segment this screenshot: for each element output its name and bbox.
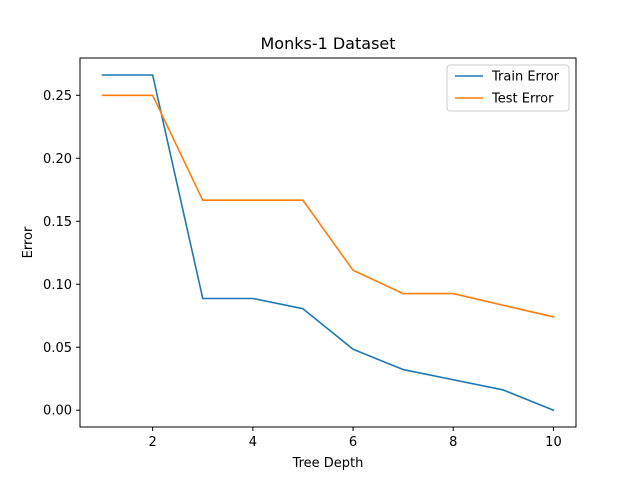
y-tick-label: 0.20	[43, 152, 72, 167]
series-line-test-error	[101, 94, 555, 318]
series-line-train-error	[101, 74, 555, 412]
y-tick-label: 0.25	[43, 89, 72, 104]
series-layer	[101, 74, 555, 412]
y-axis: 0.00 0.05 0.10 0.15 0.20 0.25	[43, 89, 80, 419]
x-tick-label: 10	[545, 435, 562, 450]
plot-area-frame	[79, 57, 577, 428]
x-tick-label: 6	[349, 435, 357, 450]
chart-title: Monks-1 Dataset	[260, 34, 395, 53]
legend-label-test-error: Test Error	[491, 92, 554, 107]
x-axis-label: Tree Depth	[292, 456, 364, 471]
y-tick-label: 0.00	[43, 404, 72, 419]
y-tick-label: 0.15	[43, 215, 72, 230]
x-tick-label: 2	[149, 435, 157, 450]
x-axis: 2 4 6 8 10	[149, 427, 562, 450]
y-axis-label: Error	[21, 226, 36, 258]
y-tick-label: 0.05	[43, 341, 72, 356]
y-tick-label: 0.10	[43, 278, 72, 293]
x-tick-label: 4	[249, 435, 257, 450]
x-tick-label: 8	[449, 435, 457, 450]
legend-label-train-error: Train Error	[491, 70, 560, 85]
legend: Train Error Test Error	[446, 64, 570, 112]
